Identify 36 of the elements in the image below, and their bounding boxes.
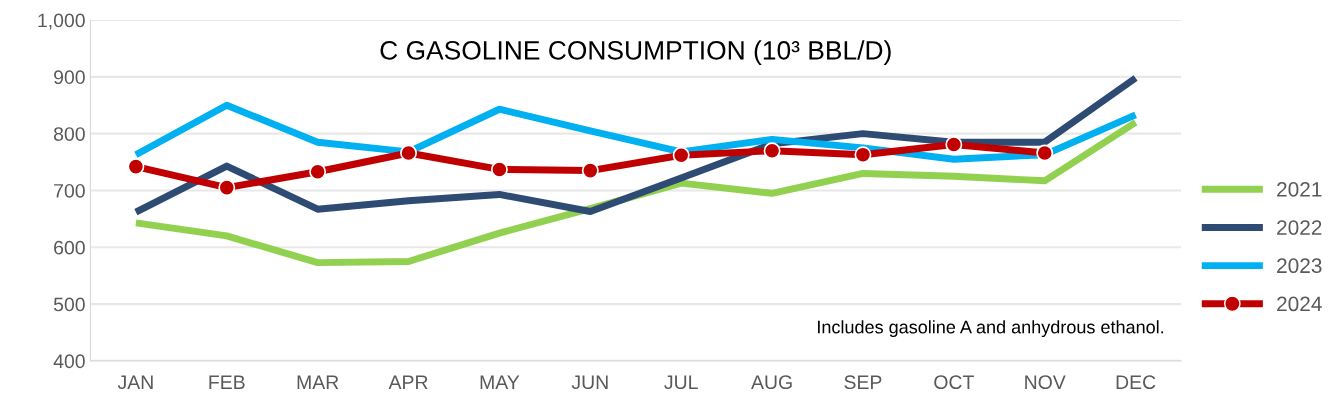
point [218,179,236,197]
x-tick-label: JAN [117,375,153,390]
x-tick-label: AUG [751,375,792,390]
point [854,146,872,164]
point [1036,144,1054,162]
x-tick-label: SEP [844,375,882,390]
legend-label: 2023 [1277,258,1322,274]
x-tick-label: JUN [571,375,608,390]
legend-label: 2022 [1277,220,1322,235]
point [763,142,781,160]
point [490,160,508,178]
legend-label: 2021 [1277,182,1322,197]
y-tick-label: 400 [53,354,85,369]
x-tick-label: JUL [664,375,698,390]
x-tick-label: FEB [209,375,245,389]
x-tick-label: APR [388,375,428,389]
y-tick-label: 600 [54,240,85,255]
point [672,146,690,164]
point [127,158,145,176]
x-tick-label: DEC [1116,375,1156,390]
x-tick-label: OCT [934,375,974,390]
point [945,135,963,153]
annotation: Includes gasoline A and anhydrous ethanol. [818,320,1164,338]
y-tick-label: 800 [53,127,85,141]
point [581,162,599,180]
y-tick-label: 500 [53,297,85,312]
y-tick-label: 1,000 [38,13,85,30]
text: C GASOLINE CONSUMPTION (10³ BBL/D) [380,40,891,65]
x-tick-label: MAR [297,375,339,389]
legend-label: 2024 [1277,296,1322,312]
x-tick-label: NOV [1025,375,1066,390]
y-tick-label: 900 [54,70,85,85]
y-tick-label: 700 [54,183,85,198]
x-tick-label: MAY [480,375,520,389]
point [400,144,418,162]
point [309,163,327,181]
